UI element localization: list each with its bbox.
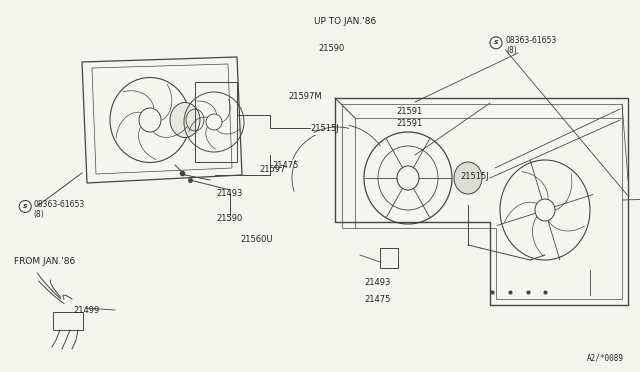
Text: A2/*0089: A2/*0089: [587, 354, 624, 363]
Text: 21493: 21493: [364, 278, 391, 287]
Text: 21597: 21597: [259, 165, 285, 174]
Text: UP TO JAN.'86: UP TO JAN.'86: [314, 17, 376, 26]
Text: 21475: 21475: [272, 160, 298, 170]
Text: 08363-61653: 08363-61653: [33, 200, 84, 209]
Text: FROM JAN.'86: FROM JAN.'86: [14, 257, 76, 266]
Bar: [53, 312, 83, 330]
Bar: [380, 248, 398, 268]
Text: (8): (8): [506, 46, 516, 55]
Text: 21499: 21499: [74, 306, 100, 315]
Ellipse shape: [170, 103, 200, 138]
Text: 21515J: 21515J: [310, 124, 339, 132]
Text: 21590: 21590: [318, 44, 345, 53]
Text: 21590: 21590: [217, 214, 243, 222]
Text: 21560U: 21560U: [240, 235, 273, 244]
Text: 21493: 21493: [217, 189, 243, 198]
Text: 08363-61653: 08363-61653: [506, 36, 557, 45]
Text: 21475: 21475: [364, 295, 391, 304]
Text: S: S: [493, 40, 499, 45]
Text: S: S: [23, 204, 28, 209]
Text: 21515J: 21515J: [461, 172, 490, 181]
Text: (8): (8): [33, 210, 44, 219]
Ellipse shape: [454, 162, 482, 194]
Text: 21597M: 21597M: [288, 92, 322, 101]
Text: 21591: 21591: [397, 119, 423, 128]
Text: 21591: 21591: [397, 107, 423, 116]
